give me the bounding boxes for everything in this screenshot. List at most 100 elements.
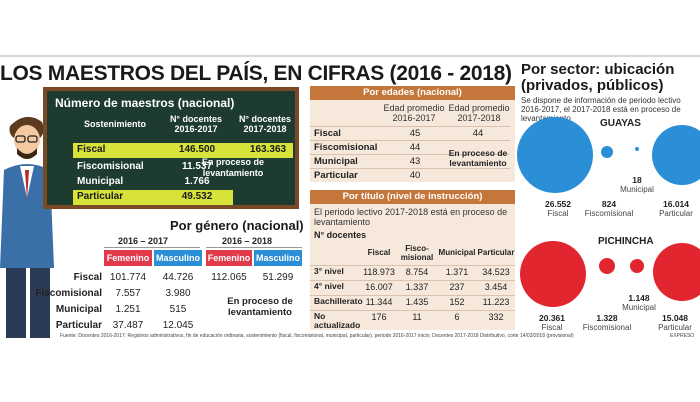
- gender-row: Fiscomisional 7.557 3.980: [0, 286, 310, 302]
- guayas-bubbles: [517, 117, 700, 193]
- fem-2016: 7.557: [115, 288, 141, 299]
- row-label: Municipal: [77, 176, 124, 187]
- board-row: Municipal 1.766: [73, 175, 293, 190]
- bubble-guayas-municipal: [635, 147, 639, 151]
- row-label: Fiscomisional: [35, 288, 102, 299]
- value-2016: 11.537: [181, 161, 213, 172]
- degree-row: No actualizado 176 11 6 332: [310, 310, 515, 330]
- board-title: Número de maestros (nacional): [55, 96, 235, 110]
- gender-year-rule: [104, 247, 200, 248]
- degree-section-title: Por título (nivel de instrucción): [310, 190, 515, 204]
- region-label-pichincha: PICHINCHA: [598, 236, 654, 247]
- row-label: Bachillerato: [314, 296, 363, 306]
- pichincha-fiscal-value: 20.361 Fiscal: [539, 313, 565, 333]
- cell-fiscal: 11.344: [365, 297, 393, 307]
- cell-fiscomisional: 1.435: [405, 297, 429, 307]
- cell-particular: 11.223: [482, 297, 510, 307]
- guayas-particular-value: 16.014 Particular: [659, 199, 693, 219]
- cell-municipal: 6: [454, 312, 460, 322]
- value-2016: 49.532: [181, 191, 213, 202]
- cell-fiscomisional: 8.754: [405, 267, 429, 277]
- header-masculino: Masculino: [254, 250, 302, 266]
- row-label: Particular: [314, 170, 358, 181]
- cell-municipal: 1.371: [445, 267, 469, 277]
- gender-section-title: Por género (nacional): [170, 218, 304, 233]
- guayas-fiscomisional-value: 824 Fiscomisional: [584, 199, 634, 219]
- teachers-count-board: Número de maestros (nacional) Sostenimie…: [43, 87, 299, 209]
- cell-fiscal: 118.973: [363, 267, 395, 277]
- board-row: Fiscal 146.500 163.363: [73, 143, 293, 158]
- row-label: 4° nivel: [314, 281, 344, 291]
- value-2017: 163.363: [249, 144, 287, 155]
- age-2016: 43: [409, 156, 421, 167]
- degree-col-fiscomisional: Fisco-misional: [400, 244, 434, 262]
- bubble-pichincha-fiscomisional: [599, 258, 615, 274]
- degree-col-particular: Particular: [477, 248, 515, 257]
- age-2017: 44: [472, 128, 484, 139]
- cell-fiscal: 176: [371, 312, 387, 322]
- cell-particular: 3.454: [484, 282, 508, 292]
- mas-2016: 12.045: [162, 320, 194, 331]
- degree-panel: [310, 190, 515, 330]
- fem-2016: 37.487: [112, 320, 144, 331]
- age-2016: 44: [409, 142, 421, 153]
- ages-row: Municipal 43: [310, 154, 510, 168]
- degree-intro: El periodo lectivo 2017-2018 está en pro…: [314, 207, 508, 227]
- region-label-guayas: GUAYAS: [600, 118, 641, 129]
- mas-2016: 44.726: [162, 272, 194, 283]
- gender-year-1: 2016 – 2017: [118, 236, 169, 246]
- bubble-guayas-fiscomisional: [601, 146, 613, 158]
- top-divider: [0, 55, 700, 57]
- pichincha-particular-value: 15.048 Particular: [658, 313, 692, 333]
- pichincha-municipal-value: 1.148 Municipal: [622, 293, 656, 313]
- pichincha-fiscomisional-value: 1.328 Fiscomisional: [582, 313, 632, 333]
- gender-row: Particular 37.487 12.045: [0, 318, 310, 334]
- board-note: En proceso de levantamiento: [201, 157, 264, 178]
- gender-row: Fiscal 101.774 44.726 112.065 51.299: [0, 270, 310, 286]
- row-label: Fiscal: [73, 272, 102, 283]
- bubble-pichincha-municipal: [630, 259, 644, 273]
- guayas-fiscal-value: 26.552 Fiscal: [545, 199, 571, 219]
- ages-row: Fiscomisional 44: [310, 140, 510, 154]
- ages-row: Fiscal 45 44: [310, 126, 510, 140]
- ages-col-1: Edad promedio 2016-2017: [383, 103, 445, 123]
- degree-row: 4° nivel 16.007 1.337 237 3.454: [310, 280, 515, 294]
- row-label: Municipal: [55, 304, 102, 315]
- gender-year-rule: [206, 247, 302, 248]
- age-2016: 45: [409, 128, 421, 139]
- degree-col-municipal: Municipal: [438, 248, 476, 257]
- source-note: Fuente: Docentes 2016-2017: Registros ad…: [60, 333, 574, 339]
- degree-subtitle: N° docentes: [314, 230, 367, 240]
- cell-particular: 34.523: [482, 267, 510, 277]
- cell-fiscomisional: 11: [412, 312, 422, 322]
- cell-particular: 332: [488, 312, 504, 322]
- fem-2016: 101.774: [109, 272, 147, 283]
- row-label: Municipal: [314, 156, 358, 167]
- value-2016: 146.500: [178, 144, 216, 155]
- ages-col-2: Edad promedio 2017-2018: [448, 103, 510, 123]
- gender-row: Municipal 1.251 515: [0, 302, 310, 318]
- degree-row: 3° nivel 118.973 8.754 1.371 34.523: [310, 265, 515, 279]
- ages-note: En proceso de levantamiento: [448, 148, 508, 168]
- header-femenino: Femenino: [104, 250, 152, 266]
- mas-2017: 51.299: [262, 272, 294, 283]
- value-2016: 1.766: [184, 176, 210, 187]
- page-title: LOS MAESTROS DEL PAÍS, EN CIFRAS (2016 -…: [0, 62, 512, 85]
- row-label: Fiscomisional: [314, 142, 378, 153]
- header-masculino: Masculino: [154, 250, 202, 266]
- guayas-municipal-value: 18 Municipal: [620, 175, 654, 195]
- gender-year-2: 2016 – 2018: [222, 236, 273, 246]
- cell-municipal: 237: [449, 282, 465, 292]
- row-label: Fiscal: [314, 128, 341, 139]
- col-2017-2018: N° docentes 2017-2018: [238, 114, 292, 134]
- cell-municipal: 152: [449, 297, 465, 307]
- fem-2016: 1.251: [115, 304, 141, 315]
- ages-row: Particular 40: [310, 168, 510, 182]
- bubble-pichincha-particular: [653, 243, 700, 301]
- mas-2016: 515: [169, 304, 187, 315]
- row-label: 3° nivel: [314, 266, 344, 276]
- pichincha-bubbles: [520, 241, 700, 307]
- row-label: Fiscal: [77, 144, 106, 155]
- header-femenino: Femenino: [206, 250, 252, 266]
- ages-section-title: Por edades (nacional): [310, 86, 515, 100]
